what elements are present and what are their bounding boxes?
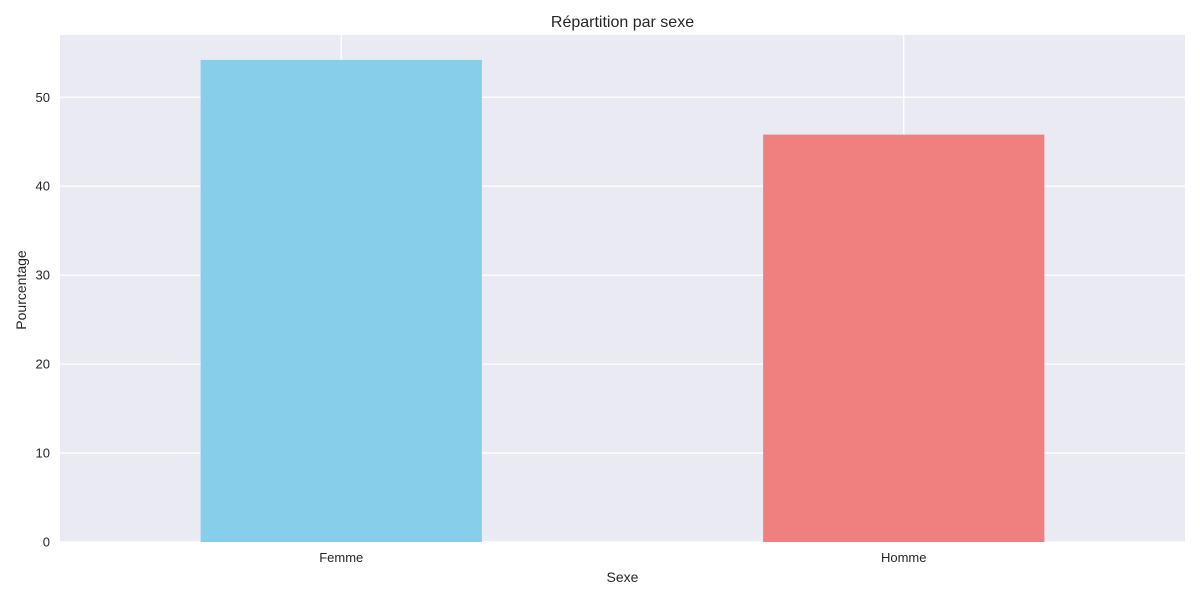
y-tick-label: 50: [36, 90, 50, 105]
y-tick-label: 30: [36, 268, 50, 283]
y-tick-label: 20: [36, 357, 50, 372]
x-tick-label: Homme: [881, 550, 927, 565]
axis-ticks: 0 10 20 30 40 50 Femme Homme: [36, 90, 927, 565]
chart-title: Répartition par sexe: [551, 14, 694, 31]
y-axis-label: Pourcentage: [13, 250, 29, 330]
x-tick-label: Femme: [319, 550, 363, 565]
y-tick-label: 10: [36, 446, 50, 461]
bar-femme: [200, 59, 482, 542]
x-axis-label: Sexe: [607, 569, 639, 585]
y-tick-label: 0: [43, 535, 50, 550]
bar-series: [200, 59, 1045, 543]
bar-homme: [763, 134, 1045, 543]
y-tick-label: 40: [36, 179, 50, 194]
